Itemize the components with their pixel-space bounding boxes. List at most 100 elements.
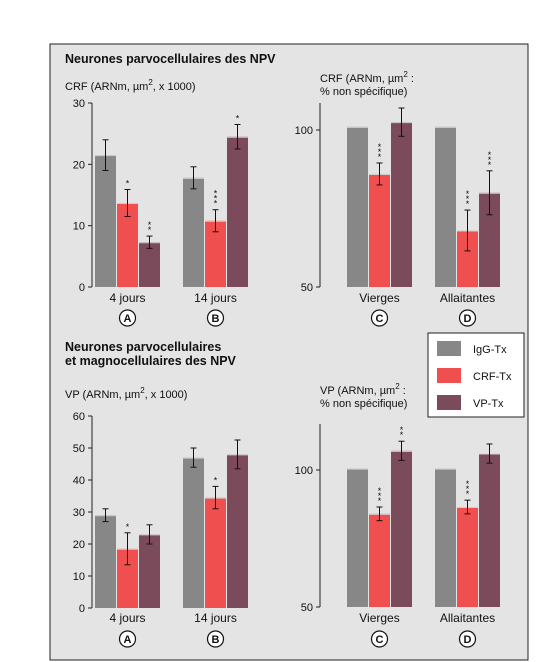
bar-3-0-1 xyxy=(435,468,456,607)
bar-3-0-0 xyxy=(347,468,368,607)
significance-mark-0-1-1-1: * xyxy=(214,194,218,204)
panel-letter-circle-2-1 xyxy=(206,630,225,648)
panel-letter-0-0: A xyxy=(124,313,132,325)
y-tick-label-0-2: 20 xyxy=(73,159,85,171)
significance-mark-1-1-0-1: * xyxy=(378,147,382,157)
bar-1-0-0 xyxy=(347,126,368,287)
panel-letter-2-0: A xyxy=(124,634,132,646)
category-label-3-1: Allaitantes xyxy=(440,611,495,625)
bar-2-1-0 xyxy=(117,548,138,608)
panel-letter-circle-1-0 xyxy=(370,309,389,327)
y-tick-label-3-0: 50 xyxy=(301,602,313,614)
bar-3-1-1 xyxy=(457,506,478,607)
category-label-3-0: Vierges xyxy=(359,611,399,625)
y-axis-title-1: CRF (ARNm, µm2 : xyxy=(320,70,414,85)
significance-mark-1-1-0-0: * xyxy=(378,152,382,162)
panel-letter-3-0: C xyxy=(376,634,384,646)
bar-2-2-1 xyxy=(227,454,248,608)
y-tick-label-0-0: 0 xyxy=(79,282,85,294)
bar-0-0-0 xyxy=(95,155,116,287)
bar-1-1-0 xyxy=(369,173,390,287)
legend-label-0: IgG-Tx xyxy=(473,344,507,356)
section-title-top: Neurones parvocellulaires des NPV xyxy=(65,52,276,66)
category-label-2-0: 4 jours xyxy=(109,611,145,625)
y-tick-label-2-1: 10 xyxy=(73,571,85,583)
bar-3-2-0 xyxy=(391,450,412,607)
panel-letter-circle-3-1 xyxy=(458,630,477,648)
y-tick-label-0-3: 30 xyxy=(73,98,85,110)
chart-2: VP (ARNm, µm2, x 1000) 0 10 20 30 40 50 60 * * 4 j… xyxy=(65,386,248,648)
category-label-0-0: 4 jours xyxy=(109,291,145,305)
bar-3-1-0 xyxy=(369,513,390,607)
significance-mark-3-1-1-0: * xyxy=(466,489,470,499)
legend-label-2: VP-Tx xyxy=(473,398,504,410)
y-tick-label-2-2: 20 xyxy=(73,539,85,551)
bar-3-2-1 xyxy=(479,453,500,607)
significance-mark-3-1-1-1: * xyxy=(466,484,470,494)
category-label-1-0: Vierges xyxy=(359,291,399,305)
significance-mark-1-1-0-2: * xyxy=(378,142,382,152)
bar-2-0-0 xyxy=(95,515,116,608)
legend-swatch-1 xyxy=(437,368,461,383)
significance-mark-1-2-1-0: * xyxy=(488,160,492,170)
y-tick-label-2-0: 0 xyxy=(79,603,85,615)
bar-2-1-1 xyxy=(205,497,226,608)
chart-1: CRF (ARNm, µm2 :% non spécifique)50100**… xyxy=(295,70,500,327)
significance-mark-1-2-1-1: * xyxy=(488,155,492,165)
significance-mark-3-2-0-1: * xyxy=(400,425,404,435)
y-tick-label-2-6: 60 xyxy=(73,411,85,423)
y-tick-label-3-1: 100 xyxy=(295,465,313,477)
y-axis-title-2: VP (ARNm, µm2, x 1000) xyxy=(65,386,187,401)
significance-mark-3-1-0-2: * xyxy=(378,486,382,496)
panel-letter-circle-2-0 xyxy=(118,630,137,648)
category-label-0-1: 14 jours xyxy=(194,291,237,305)
panel-letter-circle-0-0 xyxy=(118,309,137,327)
y-tick-label-2-4: 40 xyxy=(73,475,85,487)
y-axis-title-0: CRF (ARNm, µm2, x 1000) xyxy=(65,78,196,93)
bar-1-2-1 xyxy=(479,192,500,287)
panel-letter-0-1: B xyxy=(212,313,220,325)
bar-0-1-1 xyxy=(205,220,226,287)
panel-letter-circle-1-1 xyxy=(458,309,477,327)
significance-mark-3-1-0-0: * xyxy=(378,496,382,506)
y-tick-label-0-1: 10 xyxy=(73,221,85,233)
panel-letter-circle-3-0 xyxy=(370,630,389,648)
significance-mark-0-1-1-2: * xyxy=(214,189,218,199)
panel-letter-1-1: D xyxy=(464,313,472,325)
significance-mark-0-2-0-0: * xyxy=(148,225,152,235)
significance-mark-0-2-1-0: * xyxy=(236,113,240,123)
y-tick-label-2-3: 30 xyxy=(73,507,85,519)
bar-0-2-1 xyxy=(227,136,248,287)
significance-mark-2-1-0-0: * xyxy=(126,522,130,532)
y-tick-label-1-1: 100 xyxy=(295,125,313,137)
section-title-bottom-line2: et magnocellulaires des NPV xyxy=(65,354,237,368)
significance-mark-3-2-0-0: * xyxy=(400,430,404,440)
significance-mark-3-1-0-1: * xyxy=(378,491,382,501)
bar-1-2-0 xyxy=(391,122,412,288)
panel-letter-2-1: B xyxy=(212,634,220,646)
significance-mark-3-1-1-2: * xyxy=(466,479,470,489)
y-axis-title-line2-1: % non spécifique) xyxy=(320,86,407,98)
significance-mark-1-1-1-1: * xyxy=(466,194,470,204)
bar-1-1-1 xyxy=(457,230,478,287)
bar-0-2-0 xyxy=(139,242,160,287)
bar-1-0-1 xyxy=(435,126,456,287)
significance-mark-0-2-0-1: * xyxy=(148,220,152,230)
significance-mark-0-1-0-0: * xyxy=(126,178,130,188)
panel-letter-1-0: C xyxy=(376,313,384,325)
y-axis-title-3: VP (ARNm, µm2 : xyxy=(320,382,406,397)
chart-3: VP (ARNm, µm2 :% non spécifique)50100***… xyxy=(295,382,500,648)
panel-letter-3-1: D xyxy=(464,634,472,646)
significance-mark-2-1-1-0: * xyxy=(214,475,218,485)
bar-0-0-1 xyxy=(183,177,204,287)
bar-2-0-1 xyxy=(183,457,204,608)
y-tick-label-1-0: 50 xyxy=(301,282,313,294)
bar-2-2-0 xyxy=(139,534,160,608)
category-label-1-1: Allaitantes xyxy=(440,291,495,305)
significance-mark-1-2-1-2: * xyxy=(488,150,492,160)
significance-mark-0-1-1-0: * xyxy=(214,199,218,209)
legend-swatch-0 xyxy=(437,341,461,356)
legend: IgG-Tx CRF-Tx VP-Tx xyxy=(427,332,525,418)
